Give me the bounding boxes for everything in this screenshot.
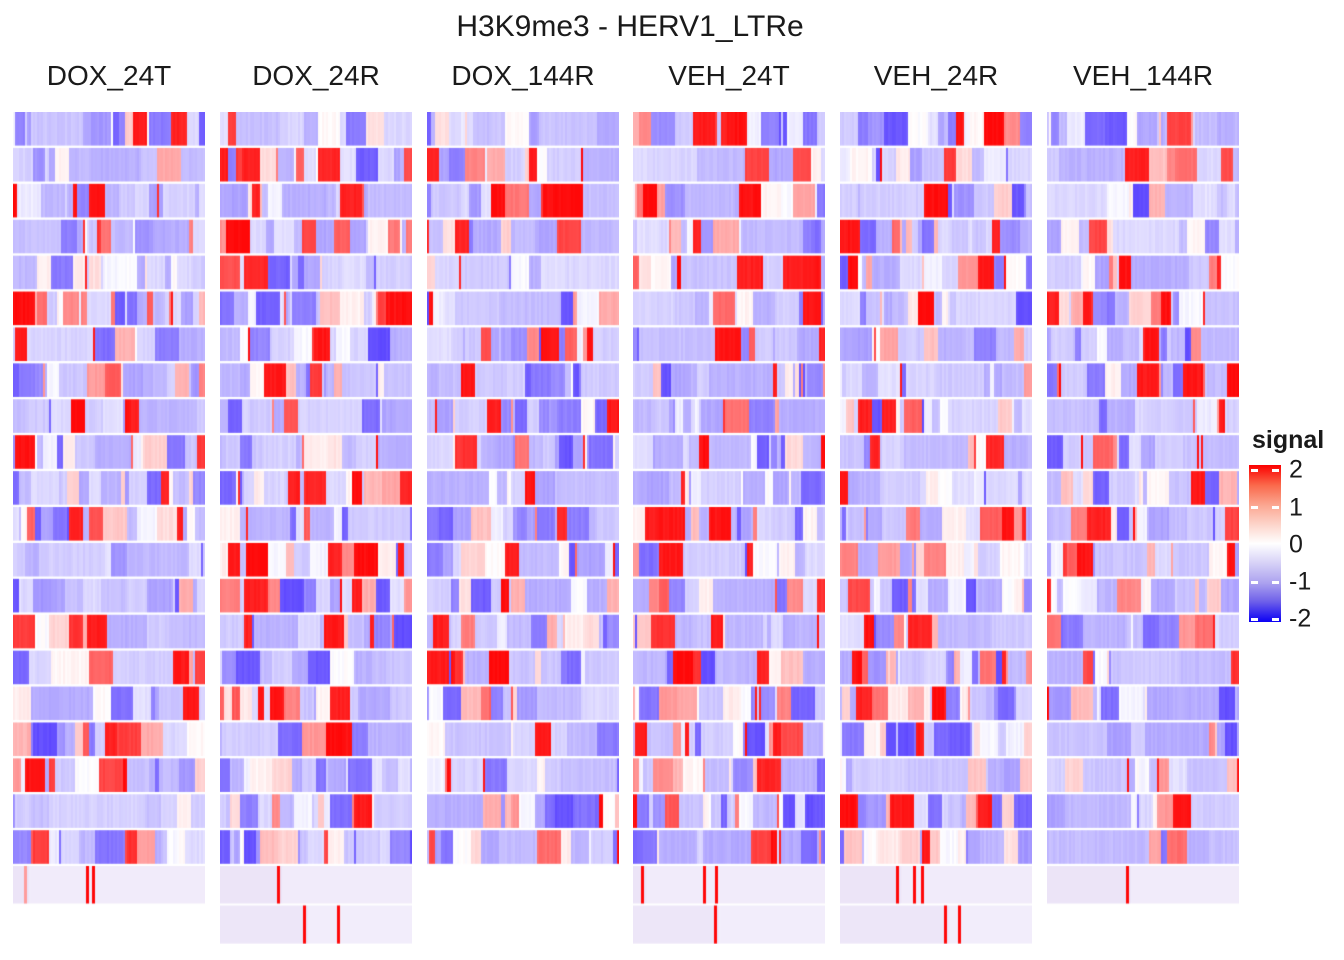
legend-colorbar: [1249, 465, 1281, 622]
legend-tick-dash: [1251, 580, 1258, 584]
facet-label-VEH_24R: VEH_24R: [873, 60, 999, 91]
legend-tick-dash: [1272, 506, 1279, 510]
legend-tick-label-0: 0: [1289, 530, 1303, 559]
heatmap-panel-VEH_24R: [840, 112, 1032, 944]
legend-tick-label--1: -1: [1289, 567, 1312, 596]
plot-title: H3K9me3 - HERV1_LTRe: [456, 10, 804, 43]
facet-label-DOX_144R: DOX_144R: [451, 60, 595, 91]
legend-tick-dash: [1272, 468, 1279, 472]
legend-tick-dash: [1272, 580, 1279, 584]
heatmap-panel-DOX_24R: [220, 112, 412, 944]
facet-label-DOX_24R: DOX_24R: [252, 60, 380, 91]
facet-label-VEH_144R: VEH_144R: [1072, 60, 1214, 91]
legend-tick-label-2: 2: [1289, 455, 1303, 484]
facet-label-DOX_24T: DOX_24T: [46, 60, 172, 91]
heatmap-panel-DOX_24T: [13, 112, 205, 944]
legend-title: signal: [1252, 426, 1325, 454]
legend-tick-label--2: -2: [1289, 604, 1312, 633]
heatmap-panel-VEH_24T: [633, 112, 825, 944]
facet-label-VEH_24T: VEH_24T: [668, 60, 790, 91]
legend-tick-dash: [1251, 506, 1258, 510]
heatmap-panel-VEH_144R: [1047, 112, 1239, 944]
legend-tick-dash: [1251, 617, 1258, 621]
legend-tick-dash: [1251, 468, 1258, 472]
legend-tick-dash: [1272, 617, 1279, 621]
heatmap-panel-DOX_144R: [427, 112, 619, 944]
legend-tick-label-1: 1: [1289, 493, 1303, 522]
